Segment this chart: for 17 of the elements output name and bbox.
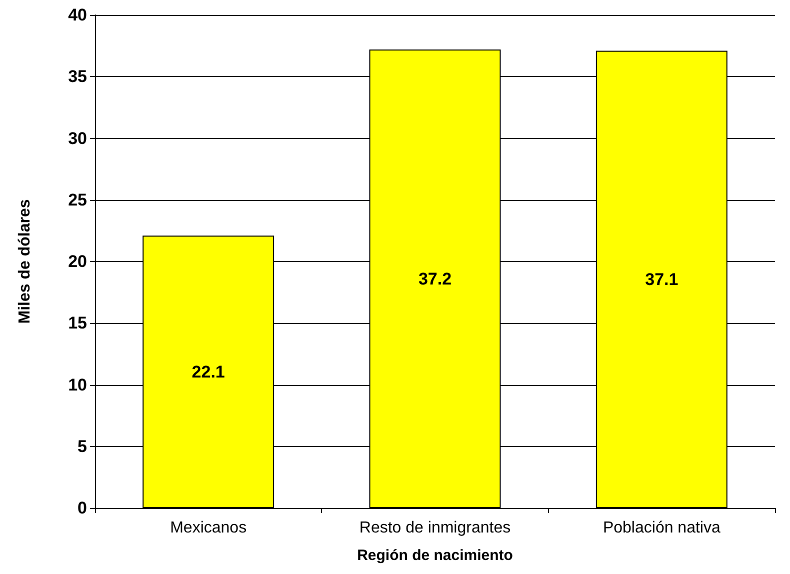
y-tick-label: 0 — [78, 498, 87, 518]
x-tick-label: Resto de inmigrantes — [359, 520, 511, 536]
data-label: 37.1 — [645, 270, 678, 289]
y-tick-label: 40 — [68, 6, 87, 24]
y-tick-label: 30 — [68, 128, 87, 148]
y-tick-label: 20 — [68, 252, 87, 271]
y-tick-label: 15 — [68, 314, 87, 333]
data-label: 37.2 — [418, 269, 452, 288]
x-tick-label: Población nativa — [602, 520, 720, 536]
y-tick-label: 10 — [68, 375, 87, 394]
y-tick-label: 35 — [68, 67, 87, 86]
y-axis-title: Miles de dólares — [16, 199, 34, 324]
x-tick-label: Mexicanos — [170, 520, 247, 536]
x-axis-title: Región de nacimiento — [357, 547, 513, 564]
y-tick-label: 25 — [68, 190, 87, 210]
y-tick-label: 5 — [78, 436, 87, 456]
data-label: 22.1 — [192, 362, 225, 382]
